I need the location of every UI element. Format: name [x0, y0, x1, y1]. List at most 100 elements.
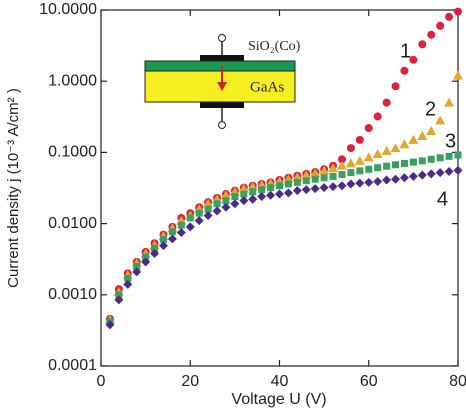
point: [301, 170, 312, 180]
point: [408, 171, 418, 181]
point: [391, 82, 400, 91]
electrode: [200, 55, 244, 61]
point: [222, 197, 230, 205]
point: [311, 175, 319, 183]
point: [382, 98, 391, 107]
point: [177, 221, 185, 229]
point: [203, 210, 213, 220]
point: [417, 130, 428, 140]
point: [212, 206, 222, 216]
point: [391, 174, 401, 184]
point: [302, 177, 310, 185]
point: [328, 182, 338, 192]
point: [239, 196, 249, 206]
point: [355, 135, 364, 144]
point: [185, 222, 195, 232]
point: [195, 209, 203, 217]
point: [445, 152, 453, 160]
point: [373, 112, 382, 121]
point: [363, 152, 374, 162]
arrow-head: [217, 82, 227, 91]
point: [355, 178, 365, 188]
x-axis-label: Voltage U (V): [231, 391, 326, 408]
point: [399, 139, 410, 149]
inset-label: SiO₂(Co): [248, 39, 301, 54]
point: [284, 180, 292, 188]
point: [418, 157, 426, 165]
series-label: 1: [400, 40, 411, 62]
point: [408, 134, 419, 144]
electrode: [200, 102, 244, 108]
point: [142, 253, 150, 261]
inset-label: GaAs: [250, 79, 284, 95]
point: [390, 143, 401, 153]
y-tick-label: 10.0000: [39, 1, 97, 18]
point: [364, 177, 374, 187]
y-axis-label: Current density j (10⁻³ A/cm² ): [5, 88, 22, 288]
point: [444, 97, 455, 107]
point: [105, 320, 115, 330]
y-tick-label: 0.0010: [48, 286, 97, 303]
point: [417, 170, 427, 180]
point: [267, 184, 275, 192]
point: [381, 145, 392, 155]
point: [293, 178, 301, 186]
point: [151, 244, 159, 252]
inset-diagram: SiO₂(Co) GaAs: [144, 34, 301, 129]
point: [221, 202, 231, 212]
point: [400, 159, 408, 167]
point: [427, 30, 436, 39]
point: [338, 170, 346, 178]
point: [231, 193, 239, 201]
point: [373, 177, 383, 187]
point: [276, 182, 283, 190]
point: [329, 172, 337, 180]
point: [292, 186, 302, 196]
point: [248, 194, 258, 204]
point: [347, 169, 355, 177]
point: [114, 295, 124, 305]
point: [283, 188, 293, 198]
point: [240, 190, 248, 198]
point: [372, 148, 383, 158]
point: [336, 160, 347, 170]
terminal: [218, 121, 226, 129]
terminal: [218, 34, 226, 42]
point: [266, 190, 276, 200]
point: [409, 158, 417, 166]
point: [364, 124, 373, 133]
point: [346, 144, 355, 153]
y-tick-label: 0.0001: [48, 357, 97, 374]
point: [176, 227, 186, 237]
point: [257, 192, 267, 202]
point: [436, 21, 445, 30]
series-label: 4: [437, 188, 448, 210]
point: [382, 175, 392, 185]
x-tick-label: 40: [271, 373, 289, 390]
point: [354, 155, 365, 165]
point: [124, 274, 132, 282]
point: [345, 158, 356, 168]
point: [453, 70, 463, 80]
x-tick-label: 20: [181, 373, 199, 390]
x-tick-label: 60: [360, 373, 378, 390]
point: [238, 183, 249, 193]
point: [435, 115, 446, 125]
point: [418, 40, 427, 49]
point: [159, 235, 167, 243]
point: [230, 199, 240, 209]
point: [436, 154, 444, 162]
point: [319, 165, 330, 175]
point: [444, 166, 454, 176]
point: [123, 279, 133, 289]
series-label: 2: [425, 98, 436, 120]
point: [320, 174, 328, 182]
point: [249, 188, 257, 196]
point: [426, 169, 436, 179]
point: [328, 163, 339, 173]
point: [115, 291, 123, 299]
point: [409, 55, 418, 64]
film-layer: [144, 60, 296, 72]
point: [213, 200, 221, 208]
